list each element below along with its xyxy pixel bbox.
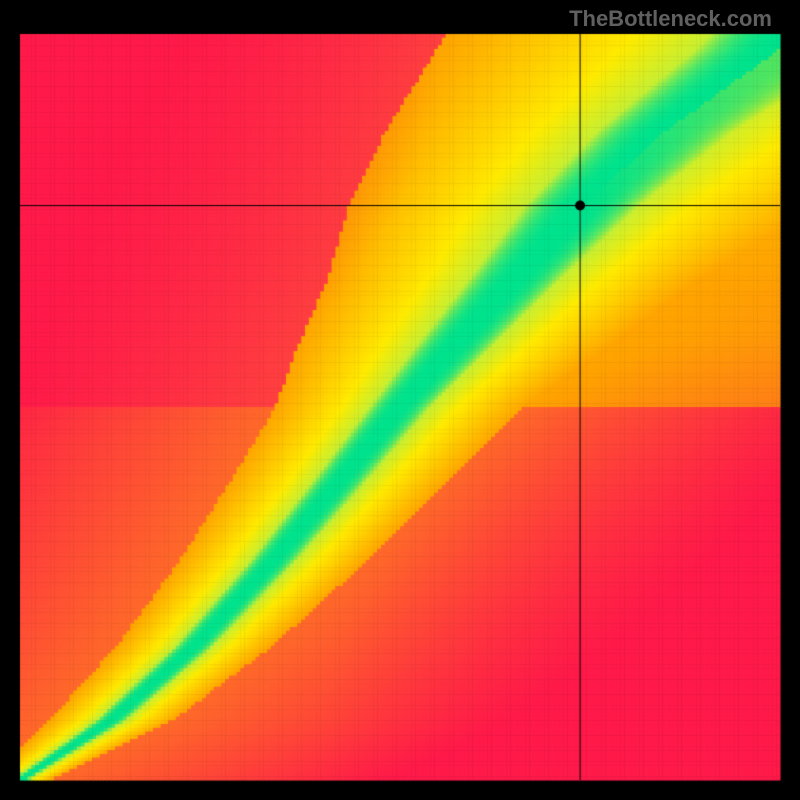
watermark-text: TheBottleneck.com: [569, 6, 772, 32]
heatmap-canvas: [0, 0, 800, 800]
bottleneck-heatmap-container: TheBottleneck.com: [0, 0, 800, 800]
